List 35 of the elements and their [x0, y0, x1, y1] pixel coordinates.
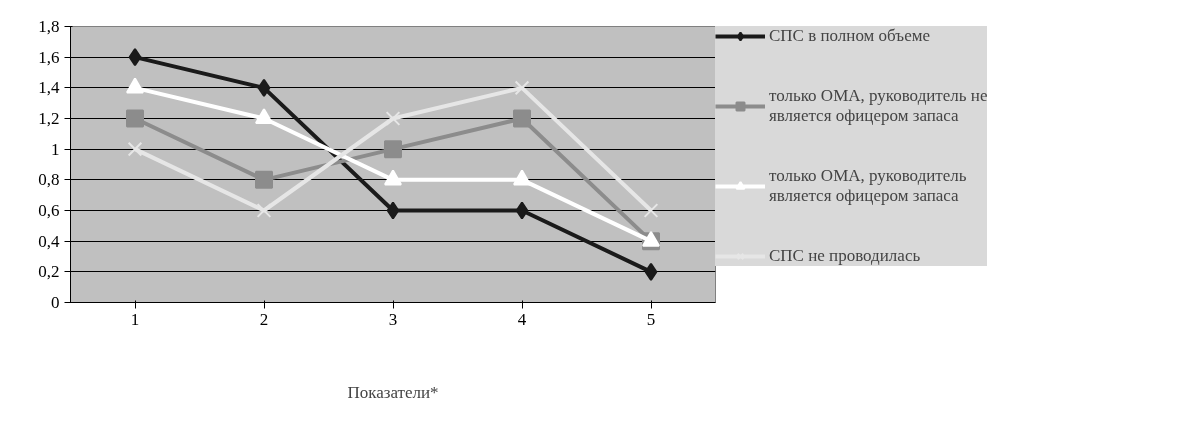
y-tick-label: 0,4 [38, 231, 60, 251]
point [255, 108, 273, 125]
point [514, 80, 530, 96]
y-tick-label: 0,2 [38, 262, 60, 282]
y-tick-label: 1 [51, 139, 60, 159]
x-tick-label: 5 [646, 309, 656, 329]
point [643, 203, 659, 218]
legend-label: СПС в полном объеме [769, 26, 930, 46]
point [386, 201, 400, 220]
point [384, 140, 402, 159]
y-tick-label: 1,6 [38, 47, 60, 67]
point [644, 262, 658, 281]
legend-label: только ОМА, руководитель не является офицером запаса [769, 86, 988, 126]
y-tick-label: 1,4 [38, 78, 60, 98]
point [126, 109, 144, 128]
legend-label: СПС не проводилась [769, 246, 921, 266]
y-tick-label: 0,6 [38, 201, 60, 220]
point [127, 141, 143, 157]
legend-label: только ОМА, руководитель является офицером запаса [769, 166, 967, 206]
point [513, 109, 531, 128]
x-axis-title: Показатели* [347, 382, 439, 402]
point [255, 170, 273, 189]
point [515, 201, 529, 220]
x-tick-label: 1 [130, 309, 140, 329]
point [128, 48, 142, 67]
y-tick-label: 1,8 [38, 17, 60, 36]
point [257, 78, 271, 97]
y-tick-label: 1,2 [38, 109, 60, 128]
x-tick-label: 4 [517, 309, 527, 329]
point [385, 111, 401, 126]
point [256, 203, 272, 218]
y-tick-label: 0 [51, 293, 60, 312]
y-tick-label: 0,8 [38, 170, 60, 190]
x-tick-label: 2 [259, 309, 269, 329]
x-tick-label: 3 [388, 309, 398, 329]
